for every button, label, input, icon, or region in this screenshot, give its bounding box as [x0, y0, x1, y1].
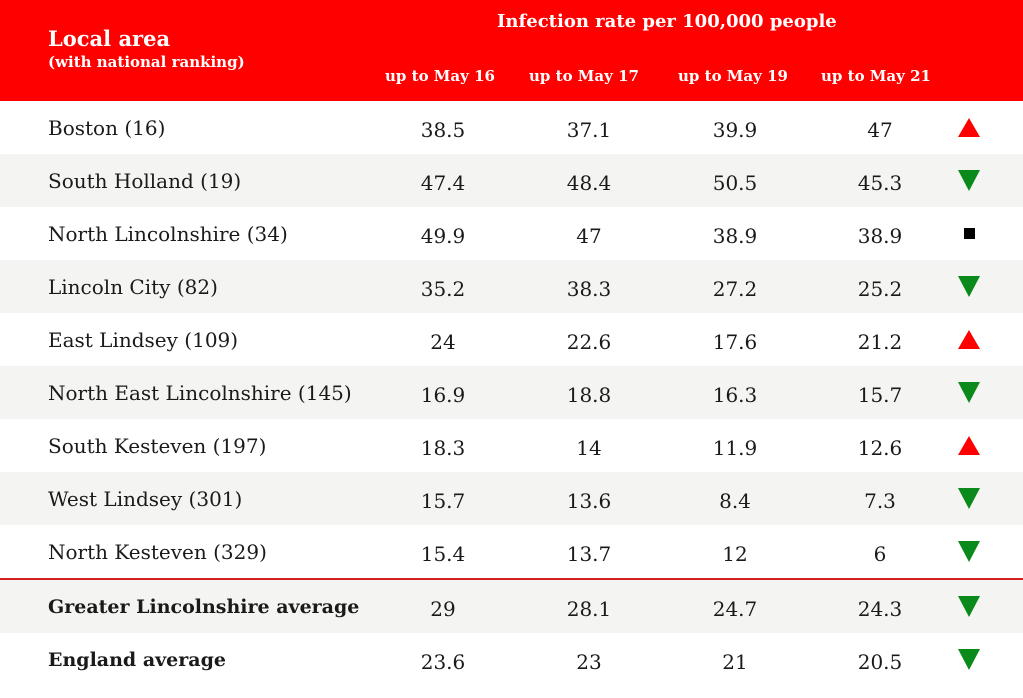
rate-value: 49.9 [420, 223, 466, 248]
rate-value: 37.1 [566, 117, 612, 142]
rate-value: 27.2 [712, 276, 758, 301]
rate-value: 39.9 [712, 117, 758, 142]
rate-value: 28.1 [566, 596, 612, 621]
trend-down-icon [957, 487, 981, 511]
rate-value: 7.3 [864, 488, 896, 513]
area-name: North East Lincolnshire (145) [48, 380, 352, 405]
rate-value: 17.6 [712, 329, 758, 354]
rate-value: 13.6 [566, 488, 612, 513]
table-row: England average 23.6 23 21 20.5 [0, 633, 1023, 686]
rate-value: 38.9 [712, 223, 758, 248]
area-name: East Lindsey (109) [48, 327, 239, 352]
rate-value: 21.2 [857, 329, 903, 354]
rate-value: 15.7 [420, 488, 466, 513]
trend-down-icon [957, 275, 981, 299]
rate-value: 6 [873, 541, 887, 566]
table-row: West Lindsey (301) 15.7 13.6 8.4 7.3 [0, 472, 1023, 525]
column-header-may16: up to May 16 [385, 67, 495, 85]
trend-down-icon [957, 595, 981, 619]
rate-value: 8.4 [719, 488, 751, 513]
table-row: East Lindsey (109) 24 22.6 17.6 21.2 [0, 313, 1023, 366]
rate-value: 23 [576, 649, 602, 674]
trend-up-icon [957, 328, 981, 352]
trend-down-icon [957, 381, 981, 405]
rate-value: 47 [576, 223, 602, 248]
rate-value: 38.9 [857, 223, 903, 248]
trend-same-icon [957, 222, 981, 246]
rate-value: 15.7 [857, 382, 903, 407]
area-name: Boston (16) [48, 115, 166, 140]
rate-value: 18.8 [566, 382, 612, 407]
area-name: West Lindsey (301) [48, 486, 243, 511]
table-row: South Holland (19) 47.4 48.4 50.5 45.3 [0, 154, 1023, 207]
rate-value: 13.7 [566, 541, 612, 566]
infection-rate-header: Infection rate per 100,000 people [497, 11, 837, 32]
rate-value: 16.9 [420, 382, 466, 407]
rate-value: 24.3 [857, 596, 903, 621]
rate-value: 24 [430, 329, 456, 354]
trend-up-icon [957, 116, 981, 140]
area-name: South Kesteven (197) [48, 433, 267, 458]
rate-value: 12.6 [857, 435, 903, 460]
rate-value: 38.3 [566, 276, 612, 301]
rate-value: 11.9 [712, 435, 758, 460]
table-row: Boston (16) 38.5 37.1 39.9 47 [0, 101, 1023, 154]
area-name: Greater Lincolnshire average [48, 595, 360, 618]
area-name: England average [48, 648, 226, 671]
column-header-may19: up to May 19 [678, 67, 788, 85]
rate-value: 18.3 [420, 435, 466, 460]
rate-value: 47 [867, 117, 893, 142]
trend-down-icon [957, 169, 981, 193]
table-row: North Kesteven (329) 15.4 13.7 12 6 [0, 525, 1023, 578]
table-body: Boston (16) 38.5 37.1 39.9 47 South Holland (… [0, 101, 1023, 686]
rate-value: 24.7 [712, 596, 758, 621]
column-header-may21: up to May 21 [821, 67, 931, 85]
table-header: Local area (with national ranking) Infec… [0, 0, 1023, 101]
area-name: South Holland (19) [48, 168, 242, 193]
rate-value: 23.6 [420, 649, 466, 674]
trend-down-icon [957, 648, 981, 672]
area-name: North Lincolnshire (34) [48, 221, 288, 246]
area-name: North Kesteven (329) [48, 539, 267, 564]
rate-value: 21 [722, 649, 748, 674]
rate-value: 38.5 [420, 117, 466, 142]
rate-value: 20.5 [857, 649, 903, 674]
trend-up-icon [957, 434, 981, 458]
rate-value: 48.4 [566, 170, 612, 195]
table-row: North Lincolnshire (34) 49.9 47 38.9 38.9 [0, 207, 1023, 260]
trend-down-icon [957, 540, 981, 564]
local-area-subheader: (with national ranking) [48, 53, 245, 71]
rate-value: 22.6 [566, 329, 612, 354]
rate-value: 50.5 [712, 170, 758, 195]
rate-value: 45.3 [857, 170, 903, 195]
table-row: Lincoln City (82) 35.2 38.3 27.2 25.2 [0, 260, 1023, 313]
rate-value: 29 [430, 596, 456, 621]
rate-value: 12 [722, 541, 748, 566]
rate-value: 15.4 [420, 541, 466, 566]
area-name: Lincoln City (82) [48, 274, 218, 299]
table-row: Greater Lincolnshire average 29 28.1 24.7 24… [0, 578, 1023, 633]
table-row: North East Lincolnshire (145) 16.9 18.8 16.… [0, 366, 1023, 419]
rate-value: 16.3 [712, 382, 758, 407]
local-area-header: Local area [48, 26, 171, 51]
table-row: South Kesteven (197) 18.3 14 11.9 12.6 [0, 419, 1023, 472]
rate-value: 14 [576, 435, 602, 460]
column-header-may17: up to May 17 [529, 67, 639, 85]
rate-value: 35.2 [420, 276, 466, 301]
rate-value: 25.2 [857, 276, 903, 301]
rate-value: 47.4 [420, 170, 466, 195]
